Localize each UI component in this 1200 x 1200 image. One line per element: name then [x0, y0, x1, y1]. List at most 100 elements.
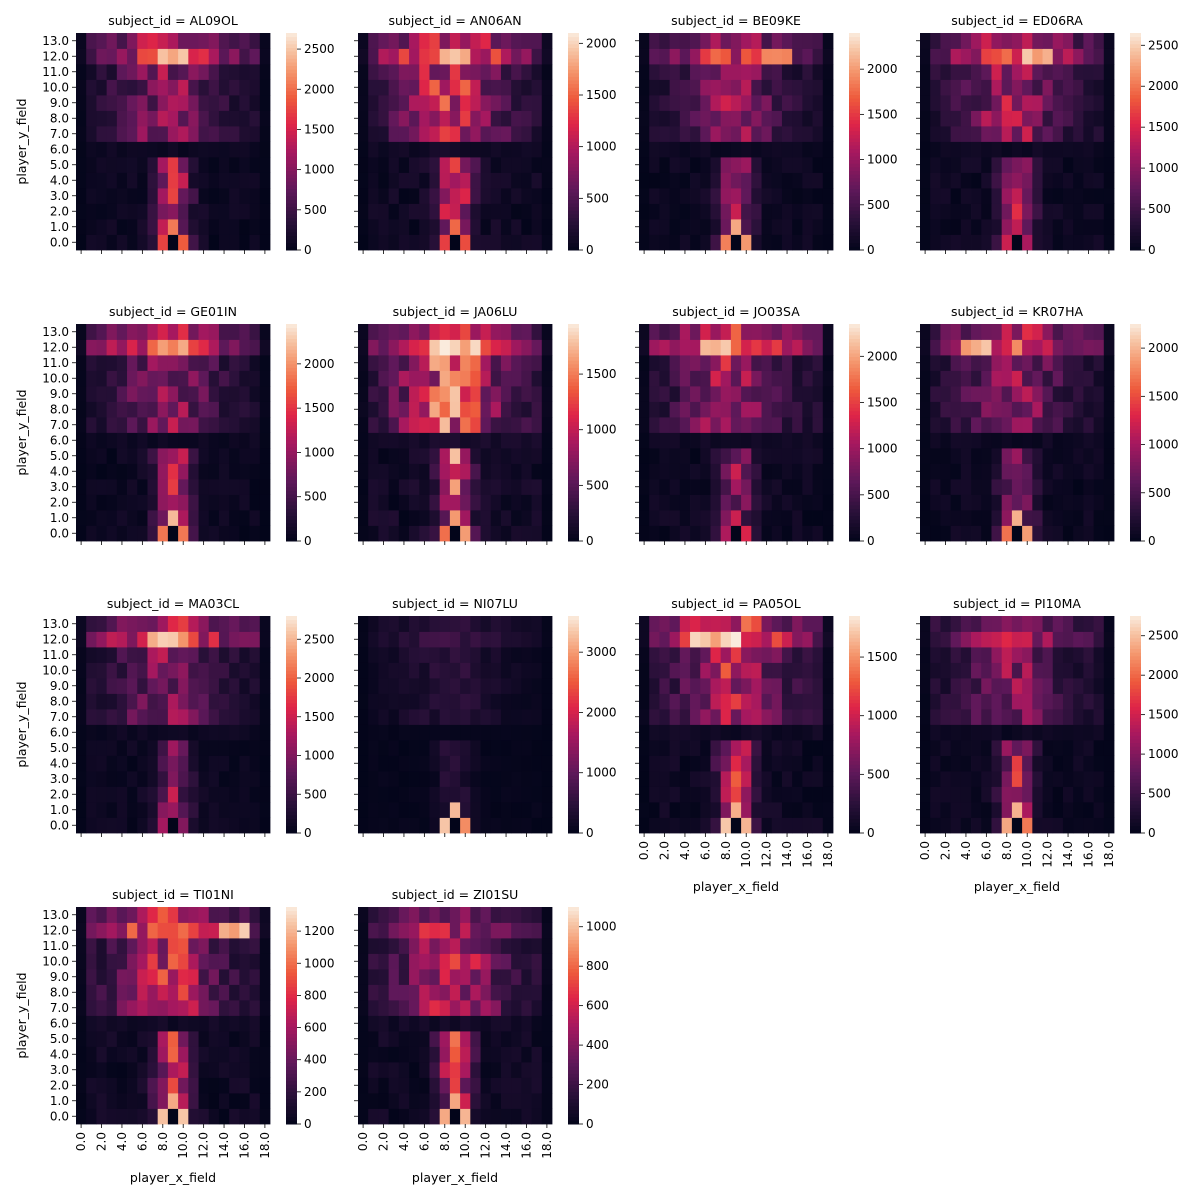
- y-axis-label: player_y_field: [14, 972, 29, 1058]
- colorbar-segment: [286, 975, 297, 980]
- heatmap-cell: [649, 188, 660, 204]
- heatmap-cell: [490, 324, 502, 340]
- heatmap-cell: [419, 616, 430, 632]
- heatmap-cell: [368, 755, 379, 772]
- heatmap-cell: [710, 110, 722, 127]
- heatmap-cell: [991, 616, 1003, 632]
- heatmap-cell: [1083, 324, 1094, 340]
- heatmap-cell: [429, 157, 441, 173]
- heatmap-cell: [521, 401, 532, 418]
- heatmap-cell: [920, 126, 931, 142]
- heatmap-cell: [259, 755, 271, 772]
- heatmap-cell: [229, 110, 240, 127]
- colorbar-segment: [849, 80, 860, 85]
- x-tick-label: 18.0: [821, 841, 835, 868]
- heatmap-cell: [541, 386, 553, 402]
- colorbar-segment: [568, 619, 579, 624]
- colorbar-segment: [1130, 166, 1141, 171]
- heatmap-cell: [500, 203, 512, 220]
- heatmap-cell: [229, 755, 240, 772]
- x-tick-label: 16.0: [1081, 841, 1095, 868]
- heatmap-cell: [659, 709, 671, 725]
- heatmap-cell: [690, 724, 701, 741]
- heatmap-cell: [720, 662, 732, 679]
- heatmap-cell: [188, 709, 199, 725]
- heatmap-cell: [167, 771, 179, 787]
- heatmap-cell: [96, 647, 108, 663]
- heatmap-cell: [940, 339, 952, 356]
- heatmap-cell: [771, 79, 783, 96]
- heatmap-cell: [398, 417, 410, 433]
- heatmap-cell: [460, 126, 471, 142]
- heatmap-cell: [167, 755, 179, 772]
- heatmap-cell: [639, 401, 650, 418]
- heatmap-cell: [419, 984, 430, 1001]
- colorbar-segment: [1130, 501, 1141, 506]
- colorbar-segment: [286, 728, 297, 733]
- heatmap-cell: [700, 324, 711, 340]
- heatmap-cell: [500, 771, 512, 787]
- heatmap-cell: [822, 802, 834, 818]
- heatmap-cell: [679, 510, 691, 526]
- heatmap-cell: [639, 525, 650, 542]
- heatmap-cell: [812, 401, 824, 418]
- heatmap-cell: [218, 817, 230, 834]
- heatmap-cell: [106, 234, 118, 251]
- heatmap-cell: [1103, 448, 1115, 464]
- heatmap-cell: [249, 693, 261, 710]
- heatmap-cell: [208, 1093, 220, 1109]
- heatmap-cell: [86, 647, 97, 663]
- heatmap-cell: [1022, 355, 1033, 371]
- heatmap-cell: [208, 647, 220, 663]
- heatmap-cell: [1083, 817, 1094, 834]
- heatmap-cell: [1062, 234, 1074, 251]
- heatmap-cell: [378, 370, 390, 387]
- heatmap-cell: [239, 786, 250, 803]
- heatmap-cell: [157, 771, 169, 787]
- heatmap-cell: [86, 1077, 97, 1094]
- heatmap-cell: [167, 33, 179, 49]
- heatmap-cell: [147, 386, 159, 402]
- heatmap-cell: [147, 1000, 159, 1016]
- heatmap-cell: [470, 817, 481, 834]
- heatmap-cell: [358, 95, 369, 111]
- heatmap-cell: [239, 79, 250, 96]
- heatmap-cell: [229, 647, 240, 663]
- colorbar-segment: [1130, 670, 1141, 675]
- colorbar-segment: [286, 993, 297, 998]
- heatmap-cell: [229, 802, 240, 818]
- heatmap-cell: [208, 969, 220, 985]
- heatmap-cell: [449, 188, 461, 204]
- colorbar-segment: [568, 381, 579, 386]
- colorbar-segment: [849, 83, 860, 88]
- colorbar-segment: [286, 188, 297, 193]
- colorbar-segment: [849, 98, 860, 103]
- colorbar-segment: [568, 691, 579, 697]
- heatmap-cell: [96, 922, 108, 939]
- heatmap-cell: [1073, 401, 1084, 418]
- heatmap-cell: [940, 157, 952, 173]
- heatmap-cell: [541, 64, 553, 80]
- colorbar-segment: [286, 192, 297, 197]
- heatmap-cell: [106, 417, 118, 433]
- heatmap-cell: [470, 494, 481, 511]
- heatmap-cell: [218, 219, 230, 235]
- heatmap-cell: [398, 678, 410, 694]
- heatmap-cell: [239, 355, 250, 371]
- colorbar-segment: [286, 742, 297, 747]
- heatmap-cell: [930, 817, 941, 834]
- heatmap-cell: [259, 817, 271, 834]
- heatmap-cell: [960, 647, 972, 663]
- heatmap-cell: [730, 64, 742, 80]
- heatmap-cell: [188, 1077, 199, 1094]
- colorbar-segment: [568, 512, 579, 517]
- heatmap-cell: [771, 510, 783, 526]
- heatmap-cells: [639, 616, 834, 834]
- heatmap-cell: [188, 647, 199, 663]
- heatmap-cell: [960, 448, 972, 464]
- colorbar-segment: [1130, 764, 1141, 769]
- colorbar-segment: [568, 738, 579, 744]
- heatmap-cell: [188, 64, 199, 80]
- heatmap-cell: [1073, 172, 1084, 189]
- heatmap-cell: [229, 693, 240, 710]
